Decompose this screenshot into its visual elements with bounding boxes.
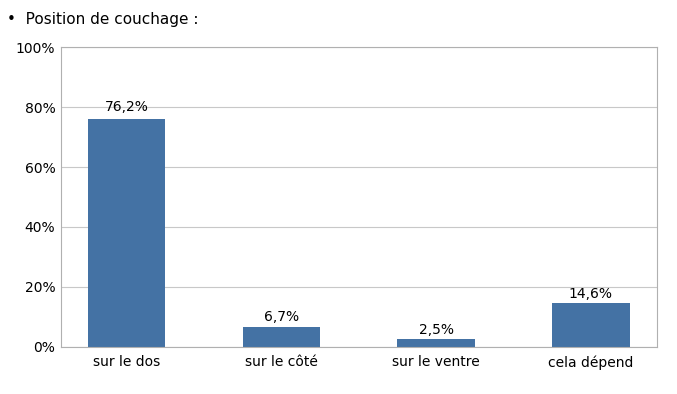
Text: 14,6%: 14,6% (569, 286, 613, 301)
Text: 76,2%: 76,2% (105, 100, 149, 114)
Bar (397, 339, 475, 347)
Bar (552, 303, 630, 347)
Text: •  Position de couchage :: • Position de couchage : (7, 12, 198, 27)
Bar (88, 119, 165, 347)
Text: 6,7%: 6,7% (264, 310, 299, 324)
Bar (243, 327, 320, 347)
Text: 2,5%: 2,5% (418, 323, 454, 337)
